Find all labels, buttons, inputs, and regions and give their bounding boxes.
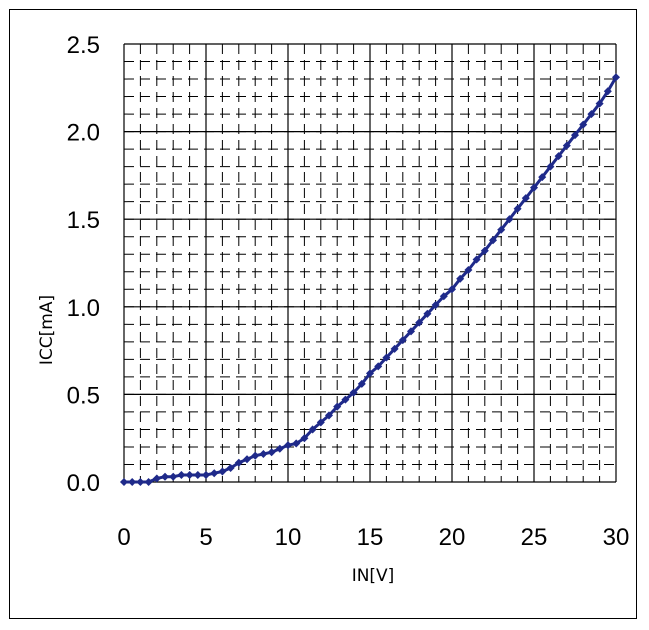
x-tick-label: 20 <box>439 524 466 551</box>
data-point-marker <box>177 470 186 480</box>
data-point-marker <box>472 255 481 264</box>
data-point-marker <box>275 444 284 453</box>
data-point-marker <box>300 434 309 443</box>
y-tick-label: 2.5 <box>67 32 100 59</box>
x-tick-label: 15 <box>357 524 384 551</box>
data-point-marker <box>152 474 161 483</box>
y-tick-label: 0.0 <box>67 470 100 497</box>
data-point-marker <box>324 411 334 420</box>
data-point-marker <box>267 448 276 457</box>
data-point-marker <box>456 274 465 283</box>
data-point-marker <box>587 110 596 119</box>
x-tick-label: 25 <box>521 524 548 551</box>
chart-frame <box>9 9 637 619</box>
data-point-marker <box>447 285 457 294</box>
data-point-marker <box>382 353 391 362</box>
data-point-marker <box>570 131 580 140</box>
data-point-marker <box>292 439 301 448</box>
data-point-marker <box>283 441 293 450</box>
data-point-marker <box>390 344 399 353</box>
data-point-marker <box>546 162 555 171</box>
data-point-marker <box>128 477 137 487</box>
data-point-marker <box>529 183 539 192</box>
x-axis-ticks: 0 5 10 15 20 25 30 <box>117 524 629 551</box>
y-tick-label: 1.5 <box>67 207 100 234</box>
data-point-marker <box>603 87 612 96</box>
data-point-marker <box>160 472 170 481</box>
data-point-marker <box>611 73 621 82</box>
major-grid <box>123 43 617 483</box>
data-point-marker <box>431 301 440 310</box>
data-point-marker <box>423 309 432 318</box>
data-point-marker <box>365 369 375 378</box>
data-point-marker <box>415 318 424 327</box>
data-point-marker <box>185 470 194 480</box>
data-point-marker <box>251 451 260 460</box>
data-point-marker <box>169 472 178 481</box>
data-point-marker <box>226 463 235 473</box>
data-point-marker <box>144 477 153 487</box>
x-axis-label: IN[V] <box>352 566 395 586</box>
x-tick-label: 30 <box>603 524 630 551</box>
x-tick-label: 0 <box>117 524 130 551</box>
data-point-marker <box>316 418 325 427</box>
data-point-marker <box>480 246 489 255</box>
data-point-marker <box>210 469 219 478</box>
series-group <box>119 73 621 487</box>
data-point-marker <box>488 236 498 245</box>
data-point-marker <box>562 141 571 150</box>
data-point-marker <box>521 194 530 203</box>
data-point-marker <box>513 204 522 213</box>
x-tick-label: 5 <box>199 524 212 551</box>
data-point-marker <box>218 467 227 476</box>
data-point-marker <box>554 152 563 161</box>
data-point-marker <box>538 173 547 182</box>
data-point-marker <box>242 455 252 464</box>
data-point-marker <box>119 477 129 487</box>
data-point-marker <box>595 99 604 108</box>
data-point-marker <box>201 470 211 480</box>
y-axis-ticks: 0.0 0.5 1.0 1.5 2.0 2.5 <box>67 32 100 497</box>
y-tick-label: 1.0 <box>67 295 100 322</box>
data-point-marker <box>136 477 145 487</box>
data-point-marker <box>308 425 317 434</box>
data-point-marker <box>234 458 243 467</box>
y-tick-label: 0.5 <box>67 382 100 409</box>
data-point-marker <box>341 395 350 404</box>
y-axis-label: ICC[mA] <box>37 295 57 365</box>
data-point-marker <box>464 265 473 275</box>
data-point-marker <box>259 449 268 458</box>
data-point-marker <box>374 362 383 371</box>
data-point-marker <box>579 120 588 129</box>
data-point-marker <box>357 379 366 388</box>
data-point-marker <box>497 225 506 234</box>
data-point-marker <box>505 215 514 224</box>
x-tick-label: 10 <box>275 524 302 551</box>
data-point-marker <box>406 327 416 336</box>
data-point-marker <box>193 470 202 480</box>
data-point-marker <box>333 402 342 411</box>
data-point-marker <box>349 388 358 397</box>
data-point-marker <box>439 292 448 301</box>
y-tick-label: 2.0 <box>67 120 100 147</box>
data-point-marker <box>398 336 407 345</box>
